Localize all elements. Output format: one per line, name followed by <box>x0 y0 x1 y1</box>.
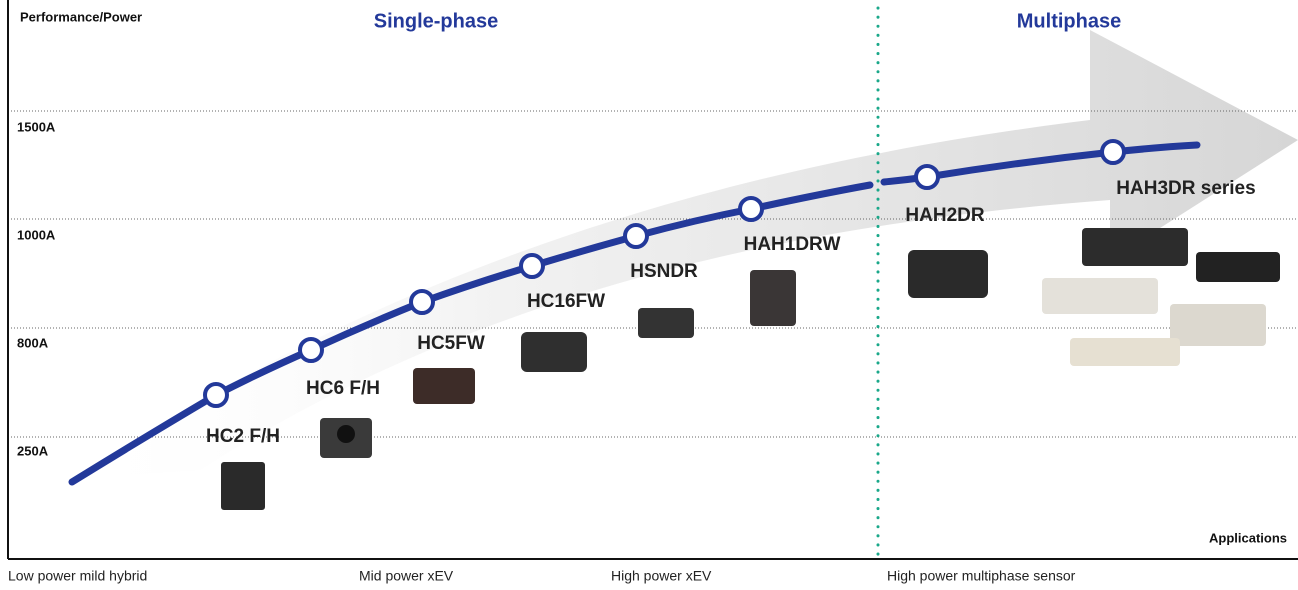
level-label: 1000A <box>17 227 56 242</box>
product-image <box>337 425 355 443</box>
product-image <box>1070 338 1180 366</box>
product-image <box>1042 278 1158 314</box>
application-label: Mid power xEV <box>359 568 454 584</box>
level-label: 800A <box>17 335 49 350</box>
application-label: High power multiphase sensor <box>887 568 1076 584</box>
milestone <box>625 225 647 247</box>
section-title: Single-phase <box>374 10 498 32</box>
product-label: HAH1DRW <box>744 234 841 255</box>
x-axis-title: Applications <box>1209 530 1287 545</box>
product-image <box>1082 228 1188 266</box>
diagram: Performance/Power Applications 1500A 100… <box>0 0 1298 590</box>
product-label: HC5FW <box>417 333 485 354</box>
level-label: 250A <box>17 443 49 458</box>
milestone <box>521 255 543 277</box>
y-axis-title: Performance/Power <box>20 9 142 24</box>
product-image <box>521 332 587 372</box>
milestone <box>205 384 227 406</box>
product-image <box>638 308 694 338</box>
application-label: Low power mild hybrid <box>8 568 147 584</box>
application-label: High power xEV <box>611 568 712 584</box>
product-label: HSNDR <box>630 261 698 282</box>
product-image <box>413 368 475 404</box>
milestone <box>300 339 322 361</box>
product-image <box>1196 252 1280 282</box>
product-image <box>908 250 988 298</box>
milestone <box>1102 141 1124 163</box>
level-label: 1500A <box>17 119 56 134</box>
product-image <box>1170 304 1266 346</box>
product-label: HC2 F/H <box>206 426 280 447</box>
milestone <box>411 291 433 313</box>
milestone <box>740 198 762 220</box>
product-label: HAH3DR series <box>1116 178 1255 199</box>
milestone <box>916 166 938 188</box>
product-label: HC6 F/H <box>306 378 380 399</box>
product-label: HC16FW <box>527 291 605 312</box>
product-image <box>750 270 796 326</box>
section-title: Multiphase <box>1017 10 1121 32</box>
product-image <box>221 462 265 510</box>
product-label: HAH2DR <box>905 205 984 226</box>
